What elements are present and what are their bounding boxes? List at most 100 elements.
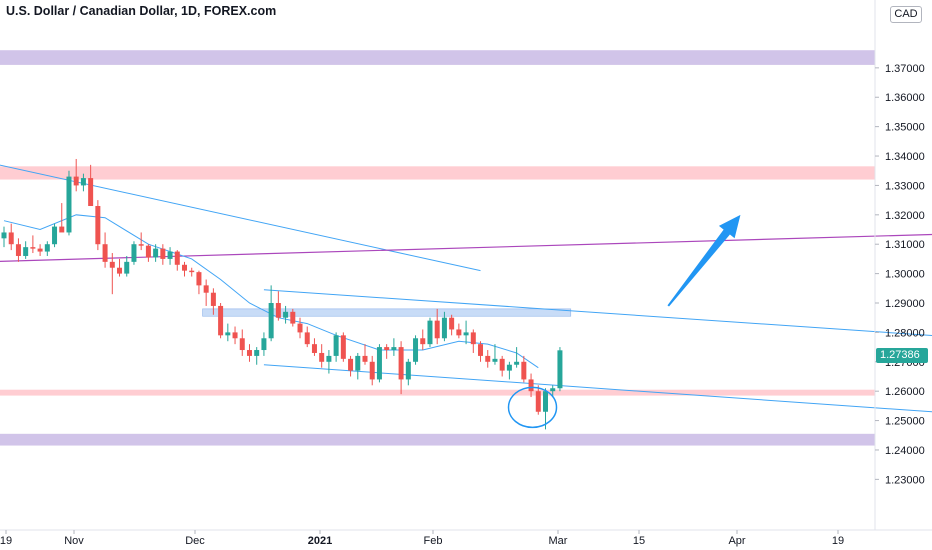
candle-body: [427, 320, 433, 345]
drawings-layer: [0, 164, 932, 413]
candle-body: [138, 244, 144, 246]
candle: [283, 305, 289, 324]
candle-body: [304, 332, 310, 345]
candle-body: [275, 303, 281, 318]
candle-body: [492, 358, 498, 362]
candle: [268, 285, 274, 342]
candle: [160, 244, 166, 265]
candle-body: [124, 261, 130, 274]
purple-trendline: [0, 233, 932, 262]
candle: [15, 238, 21, 262]
y-tick-label: 1.31000: [885, 239, 925, 251]
candle: [384, 344, 390, 359]
candle-body: [420, 338, 426, 345]
y-tick-label: 1.28000: [885, 327, 925, 339]
currency-badge[interactable]: CAD: [890, 6, 922, 23]
x-tick-label: Feb: [424, 535, 443, 547]
candle-body: [376, 347, 382, 380]
annotations-layer: [507, 214, 741, 429]
candle: [304, 326, 310, 348]
y-tick-label: 1.37000: [885, 63, 925, 75]
last-price-tag: 1.27386: [876, 348, 928, 363]
candle-body: [384, 347, 390, 351]
y-tick-label: 1.34000: [885, 151, 925, 163]
purple-zone: [0, 50, 875, 65]
candle-body: [59, 226, 65, 233]
up-arrow: [667, 214, 741, 307]
x-tick-label: 15: [633, 535, 645, 547]
candle: [535, 385, 541, 415]
candle: [138, 232, 144, 251]
candle-body: [218, 305, 224, 336]
candle-body: [254, 350, 260, 356]
channel-bottom-line: [263, 364, 932, 413]
candle-body: [80, 178, 86, 186]
candle-body: [456, 329, 462, 336]
candle-body: [30, 247, 36, 249]
candle-body: [153, 248, 159, 258]
purple-zone: [0, 433, 875, 446]
candle: [413, 335, 419, 365]
candle: [109, 253, 115, 295]
candle-body: [405, 361, 411, 380]
candle: [355, 352, 361, 380]
candle-body: [182, 264, 187, 271]
candle: [420, 329, 426, 351]
x-tick-label: Dec: [185, 535, 205, 547]
candle-body: [167, 251, 173, 259]
zones-layer: [0, 50, 875, 446]
candle: [8, 223, 14, 251]
candle: [492, 344, 498, 365]
candle-body: [145, 245, 151, 258]
candle: [463, 320, 469, 345]
candle-body: [348, 358, 354, 371]
candle-body: [73, 176, 79, 186]
candle: [275, 291, 281, 321]
y-tick-label: 1.24000: [885, 445, 925, 457]
x-tick-label: 19: [0, 535, 12, 547]
candle: [427, 317, 433, 348]
candle-body: [225, 332, 231, 336]
x-tick-label: Apr: [728, 535, 745, 547]
candle-body: [413, 338, 419, 362]
candle: [550, 385, 556, 398]
candle: [499, 355, 505, 377]
candle-body: [102, 244, 108, 262]
candle: [189, 267, 195, 277]
candle-body: [95, 206, 101, 245]
candle: [80, 173, 86, 192]
candle: [66, 170, 72, 236]
candle: [340, 332, 346, 362]
candle: [182, 261, 187, 277]
candle-body: [37, 248, 43, 252]
candle-body: [506, 364, 512, 371]
candle-body: [66, 176, 72, 233]
candle-body: [88, 178, 94, 207]
candle: [311, 338, 317, 356]
candle-body: [290, 311, 296, 324]
candle-body: [52, 226, 58, 245]
candle: [37, 244, 43, 256]
y-tick-label: 1.32000: [885, 210, 925, 222]
candle: [102, 232, 108, 268]
candle: [117, 258, 123, 277]
candle-body: [196, 272, 202, 286]
candle: [405, 358, 411, 386]
candle-body: [478, 344, 484, 356]
candle-body: [326, 355, 332, 362]
candle-body: [398, 347, 404, 380]
candle-body: [246, 350, 252, 356]
candle-body: [340, 335, 346, 359]
candle: [23, 241, 29, 259]
candle: [174, 250, 180, 271]
time-axis[interactable]: 19 Nov Dec 2021 Feb Mar 15 Apr 19: [0, 530, 844, 547]
candle-body: [550, 388, 556, 392]
candle: [376, 344, 382, 383]
candle: [434, 308, 440, 345]
candle-body: [319, 352, 325, 362]
x-tick-label: 19: [832, 535, 844, 547]
red-zone: [0, 166, 875, 180]
candle-body: [174, 251, 180, 265]
candle-body: [535, 391, 541, 412]
